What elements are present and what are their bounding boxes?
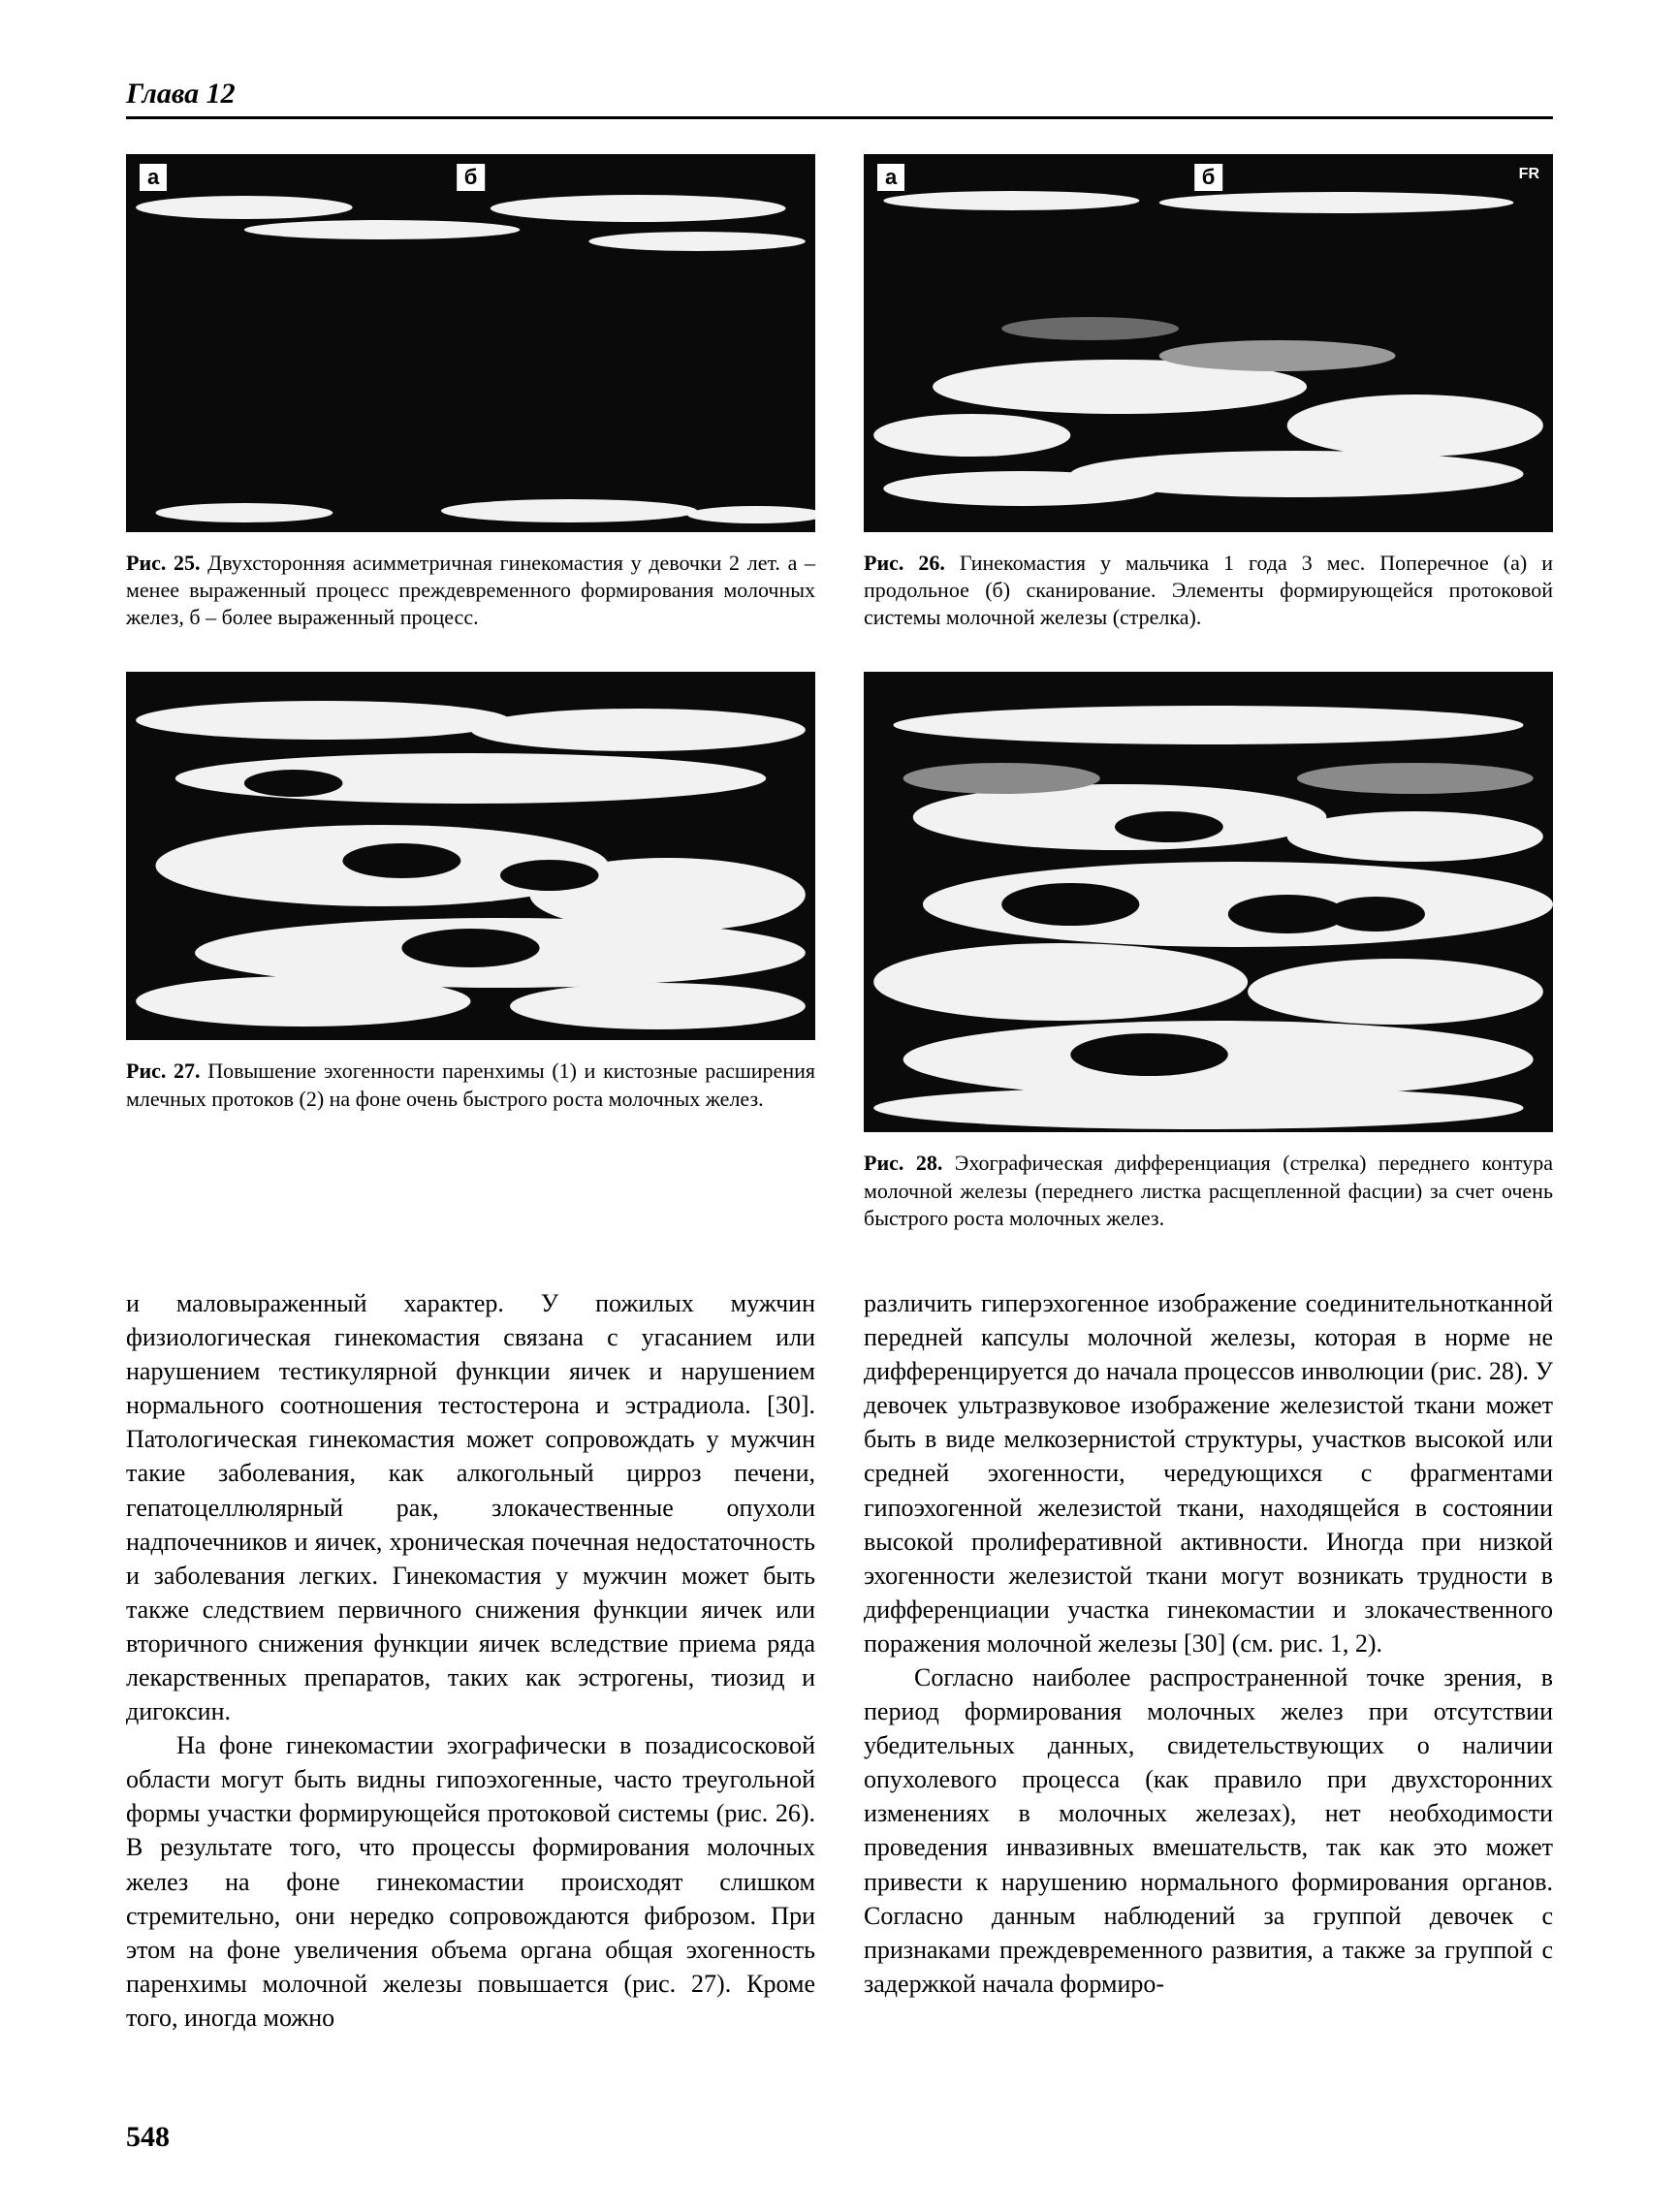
caption-text: Двухсторонняя асимметричная гинекомастия… [126, 551, 815, 629]
figure-27: Рис. 27. Повышение эхогенности паренхимы… [126, 672, 815, 1252]
figures-grid: а б Рис. 25. Двухсторонняя асимметричная… [126, 154, 1553, 1253]
fr-label: FR [1519, 166, 1539, 183]
body-text: и маловыраженный характер. У пожилых муж… [126, 1286, 1553, 2035]
paragraph: На фоне гинекомастии эхографически в поз… [126, 1728, 815, 2035]
panel-label-b: б [1194, 164, 1223, 191]
figure-26-caption: Рис. 26. Гинекомастия у мальчика 1 года … [864, 550, 1553, 631]
caption-text: Повышение эхогенности паренхимы (1) и ки… [126, 1059, 815, 1110]
caption-ref: Рис. 28. [864, 1151, 942, 1175]
paragraph: и маловыраженный характер. У пожилых муж… [126, 1286, 815, 1728]
ultrasound-texture-icon [864, 154, 1553, 532]
page-number: 548 [126, 2121, 170, 2154]
caption-text: Эхографическая дифференциация (стрелка) … [864, 1151, 1553, 1229]
caption-ref: Рис. 27. [126, 1059, 201, 1083]
ultrasound-texture-icon [126, 154, 815, 532]
figure-25-image: а б [126, 154, 815, 532]
figure-25: а б Рис. 25. Двухсторонняя асимметричная… [126, 154, 815, 652]
paragraph: Согласно наиболее распространенной точке… [864, 1660, 1553, 2001]
figure-27-caption: Рис. 27. Повышение эхогенности паренхимы… [126, 1058, 815, 1112]
figure-26-image: а б FR [864, 154, 1553, 532]
panel-label-b: б [457, 164, 486, 191]
ultrasound-texture-icon [126, 672, 815, 1040]
chapter-header: Глава 12 [126, 78, 1553, 119]
figure-28-image [864, 672, 1553, 1132]
ultrasound-texture-icon [864, 672, 1553, 1132]
figure-25-caption: Рис. 25. Двухсторонняя асимметричная гин… [126, 550, 815, 631]
figure-26: а б FR Рис. 26. Гинекомастия у мальчика … [864, 154, 1553, 652]
figure-28: Рис. 28. Эхографическая дифференциация (… [864, 672, 1553, 1252]
caption-ref: Рис. 25. [126, 551, 201, 575]
panel-label-a: а [140, 164, 167, 191]
caption-ref: Рис. 26. [864, 551, 945, 575]
paragraph: различить гиперэхогенное изображение сое… [864, 1286, 1553, 1660]
caption-text: Гинекомастия у мальчика 1 года 3 мес. По… [864, 551, 1553, 629]
column-left: и маловыраженный характер. У пожилых муж… [126, 1286, 815, 2035]
panel-label-a: а [877, 164, 904, 191]
figure-27-image [126, 672, 815, 1040]
page: Глава 12 а б [0, 0, 1679, 2212]
figure-28-caption: Рис. 28. Эхографическая дифференциация (… [864, 1150, 1553, 1231]
column-right: различить гиперэхогенное изображение сое… [864, 1286, 1553, 2035]
